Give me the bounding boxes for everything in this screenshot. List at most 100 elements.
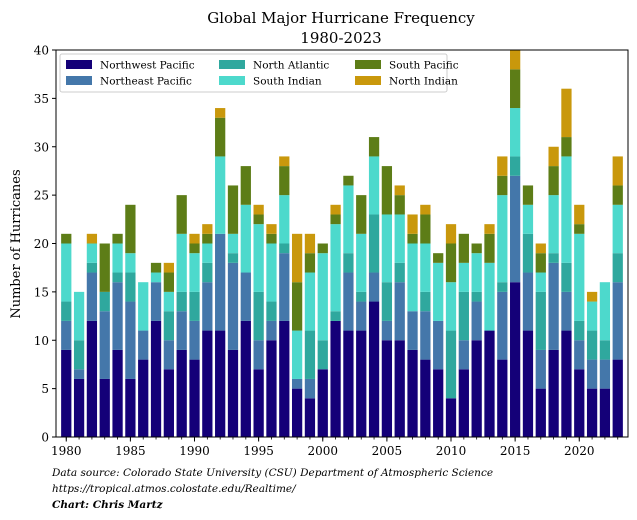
bar-segment [561,137,572,157]
bar-segment [163,291,174,312]
bar-segment [535,349,546,389]
bar-segment [497,175,508,196]
bars-layer [61,50,623,437]
bar-segment [125,301,136,379]
bar-segment [202,282,213,331]
bar-segment [522,233,534,273]
bar-segment [138,359,149,437]
bar-segment [202,262,213,283]
bar-segment [420,243,431,292]
legend-box [59,53,448,93]
y-tick-label: 35 [34,92,49,106]
bar-segment [548,253,559,263]
y-axis-label: Number of Hurricanes [9,169,24,318]
bar-segment [484,262,495,331]
bar-segment [215,156,226,234]
bar-segment [163,311,174,341]
bar-segment [176,233,187,292]
bar-segment [561,156,572,263]
x-tick-label: 1995 [243,444,274,458]
bar-segment [291,330,303,379]
legend-swatch [355,76,381,85]
bar-segment [253,340,264,370]
bar-segment [73,291,85,341]
y-tick-label: 25 [34,189,49,203]
bar-segment [189,359,200,437]
bar-segment [343,253,354,273]
bar-segment [227,185,239,234]
legend-swatch [219,60,245,69]
bar-segment [356,233,367,292]
bar-segment [497,282,508,292]
bar-segment [497,359,508,437]
bar-segment [112,243,123,273]
bar-segment [279,253,290,321]
bar-segment [99,311,110,379]
bar-segment [240,272,251,321]
bar-segment [304,233,316,254]
bar-segment [189,243,200,254]
legend-swatch [219,76,245,85]
bar-segment [420,311,431,360]
bar-segment [99,378,110,437]
bar-segment [599,359,611,389]
bar-segment [279,156,290,167]
bar-segment [510,69,521,109]
bar-segment [330,320,341,437]
bar-segment [522,330,534,437]
bar-segment [522,185,534,205]
bar-segment [73,369,85,379]
bar-segment [522,272,534,331]
bar-segment [176,311,187,350]
legend-swatch [355,60,381,69]
bar-segment [317,340,328,370]
bar-segment [548,146,559,167]
y-tick-label: 40 [34,44,49,58]
bar-segment [240,204,251,273]
bar-segment [394,195,405,215]
bar-segment [266,301,277,321]
bar-segment [150,282,162,321]
bar-segment [253,224,264,292]
bar-segment [240,166,251,205]
bar-segment [548,195,559,254]
bar-segment [612,359,623,437]
bar-segment [586,330,598,360]
bar-segment [61,233,72,244]
bar-segment [381,166,393,215]
bar-segment [586,359,598,389]
bar-segment [445,282,457,331]
bar-segment [330,224,341,312]
bar-segment [458,369,469,437]
bar-segment [202,233,213,244]
bar-segment [484,224,495,234]
bar-segment [227,262,239,350]
bar-segment [61,320,72,350]
bar-segment [343,175,354,186]
bar-segment [317,253,328,341]
bar-segment [202,330,213,437]
bar-segment [86,262,98,273]
data-source-note: Data source: Colorado State University (… [52,467,494,479]
bar-segment [125,253,136,273]
y-tick-label: 10 [34,334,49,348]
x-tick-label: 2020 [564,444,595,458]
bar-segment [433,369,444,437]
bar-segment [561,262,572,292]
bar-segment [381,340,393,437]
bar-segment [150,272,162,283]
bar-segment [420,291,431,312]
bar-segment [356,330,367,437]
bar-segment [291,388,303,437]
y-tick-label: 15 [34,285,49,299]
bar-segment [99,291,110,312]
bar-segment [227,253,239,263]
y-tick-label: 20 [34,237,49,251]
bar-segment [368,137,380,157]
bar-segment [561,291,572,331]
chart-title: Global Major Hurricane Frequency [207,9,475,27]
chart-subtitle: 1980-2023 [300,29,381,47]
bar-segment [574,233,585,321]
bar-segment [86,272,98,321]
bar-segment [394,214,405,263]
